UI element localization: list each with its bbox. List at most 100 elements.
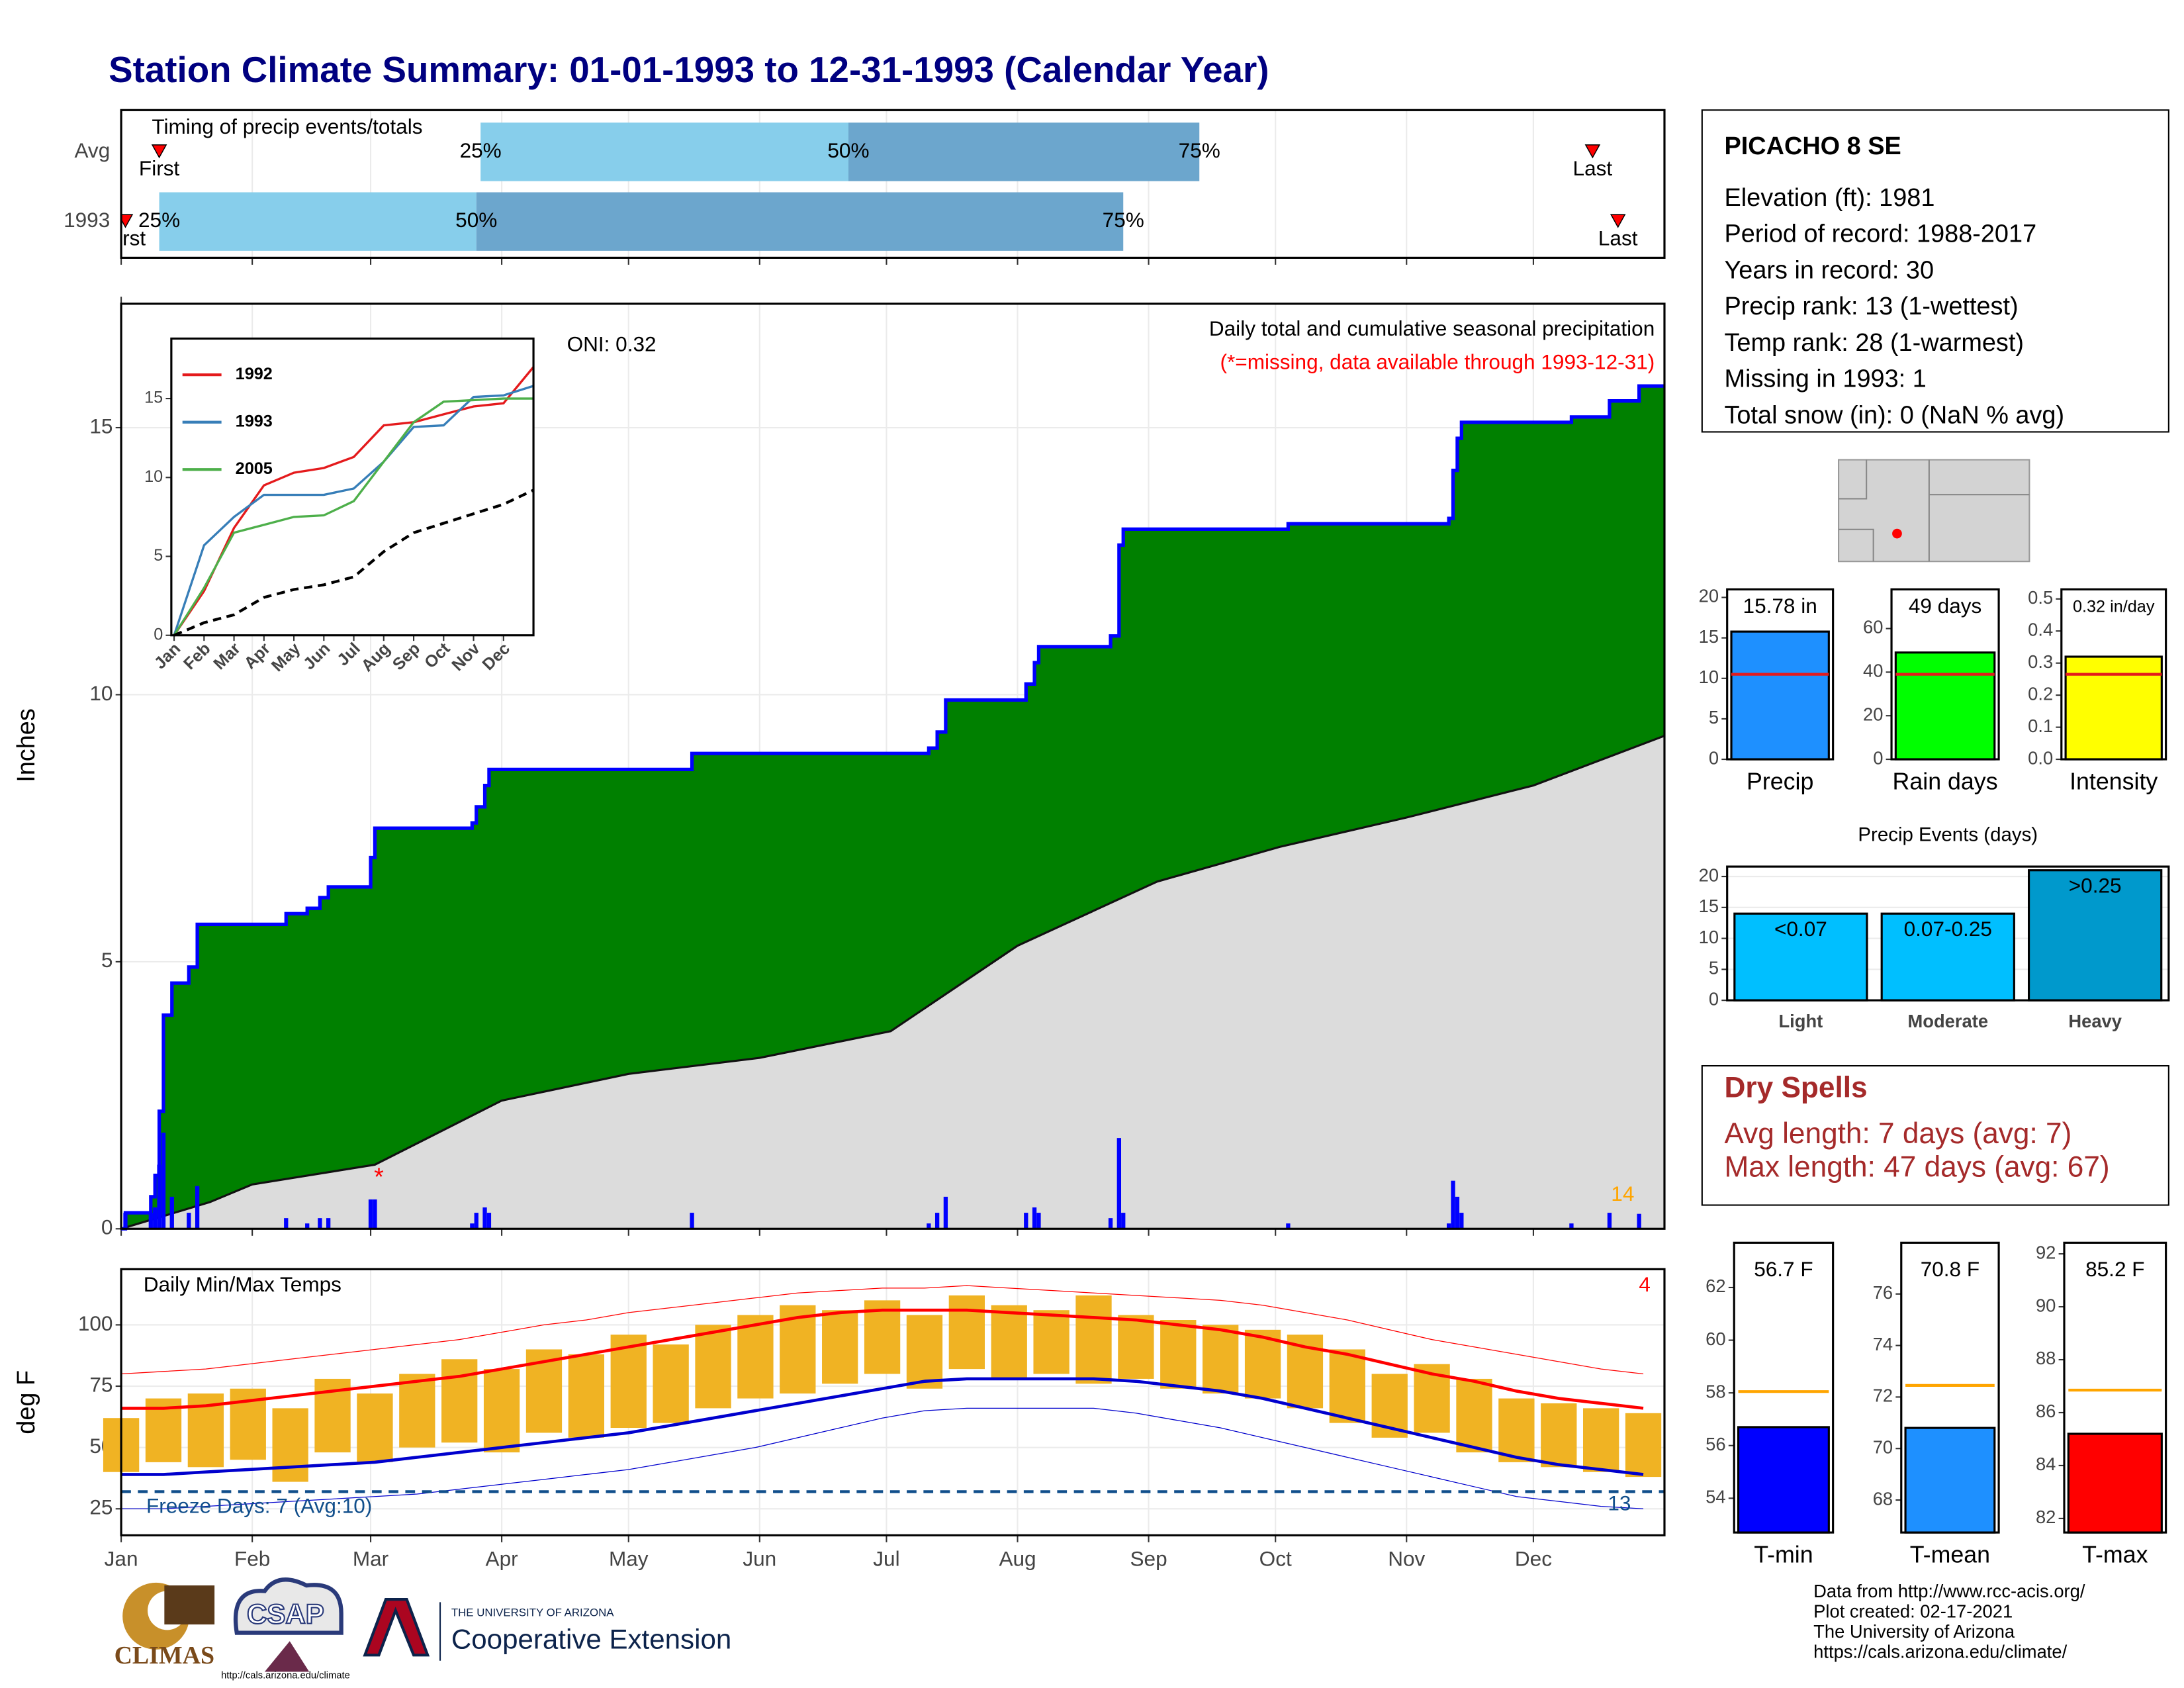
y-tick-label: 40 bbox=[1863, 661, 1883, 681]
daily-bar bbox=[1024, 1213, 1028, 1229]
daily-bar bbox=[161, 1133, 166, 1229]
summary-bar bbox=[2064, 655, 2163, 761]
temp-bar bbox=[1118, 1315, 1154, 1379]
x-tick-label: Jan bbox=[105, 1547, 138, 1571]
x-tick-label: Feb bbox=[234, 1547, 270, 1571]
y-tick-label: 0.3 bbox=[2028, 651, 2053, 672]
temp-bar bbox=[483, 1369, 520, 1453]
category-label: Intensity bbox=[2070, 768, 2158, 794]
y-tick-label: 20 bbox=[1863, 704, 1883, 724]
record-count: 4 bbox=[1639, 1272, 1651, 1296]
marker-label: Last bbox=[1598, 226, 1638, 250]
normal-line bbox=[120, 735, 1665, 1230]
event-bar bbox=[2028, 869, 2163, 1002]
y-tick-label: 5 bbox=[1709, 958, 1719, 978]
x-tick-label: Oct bbox=[1259, 1547, 1292, 1571]
y-axis-label: deg F bbox=[13, 1370, 40, 1434]
station-line: Temp rank: 28 (1-warmest) bbox=[1724, 329, 2024, 357]
page-title: Station Climate Summary: 01-01-1993 to 1… bbox=[109, 49, 1269, 90]
subtitle: Daily total and cumulative seasonal prec… bbox=[1209, 316, 1655, 340]
dry-spell-line: Avg length: 7 days (avg: 7) bbox=[1724, 1117, 2071, 1150]
x-tick-label: Dec bbox=[1515, 1547, 1552, 1571]
logos: CLIMAS CSAP http://cals.arizona.edu/clim… bbox=[114, 1577, 731, 1681]
y-tick-label: 15 bbox=[144, 389, 163, 407]
normal-area bbox=[121, 735, 1664, 1229]
footer-line: https://cals.arizona.edu/climate/ bbox=[1813, 1641, 2067, 1662]
timing-rows: 25% 50% 75% First Last 25% 50% 75% First Last bbox=[121, 122, 1638, 251]
footer-line: Data from http://www.rcc-acis.org/ bbox=[1813, 1581, 2085, 1601]
percentile-label: 75% bbox=[1179, 138, 1220, 162]
y-tick-label: 72 bbox=[1873, 1385, 1893, 1406]
daily-bar bbox=[187, 1213, 191, 1229]
y-tick-label: 100 bbox=[78, 1311, 113, 1335]
daily-bar bbox=[169, 1196, 174, 1229]
y-tick-label: 56 bbox=[1706, 1434, 1725, 1454]
temp-bar bbox=[1498, 1398, 1535, 1462]
chart-title: Precip Events (days) bbox=[1858, 824, 2038, 846]
daily-bar bbox=[486, 1213, 492, 1229]
temp-bar bbox=[272, 1408, 308, 1482]
temp-bar bbox=[1583, 1408, 1619, 1472]
row-label: 1993 bbox=[64, 208, 110, 232]
y-tick-label: 62 bbox=[1706, 1276, 1725, 1296]
missing-mark: * bbox=[374, 1164, 384, 1192]
station-line: Elevation (ft): 1981 bbox=[1724, 184, 1934, 212]
temp-bar bbox=[695, 1325, 731, 1409]
x-tick-label: Apr bbox=[486, 1547, 518, 1571]
timing-marker bbox=[151, 144, 167, 159]
temp-bar bbox=[1541, 1403, 1577, 1468]
daily-bar bbox=[1637, 1213, 1641, 1229]
summary-bar bbox=[1894, 651, 1996, 761]
inset-line bbox=[173, 489, 534, 637]
value-label: 0.07-0.25 bbox=[1904, 917, 1992, 941]
value-label: 85.2 F bbox=[2085, 1257, 2144, 1281]
y-tick-label: 0 bbox=[154, 625, 163, 643]
daily-bar bbox=[1116, 1138, 1121, 1229]
station-line: Precip rank: 13 (1-wettest) bbox=[1724, 293, 2018, 320]
panel-frame bbox=[1900, 1241, 2000, 1534]
y-tick-label: 0 bbox=[1873, 747, 1883, 768]
record-max-line bbox=[121, 1285, 1644, 1375]
daily-bar bbox=[1032, 1207, 1037, 1229]
station-lines: Elevation (ft): 1981 Period of record: 19… bbox=[1724, 184, 2064, 429]
y-axis-label: Inches bbox=[13, 708, 40, 782]
daily-bar bbox=[148, 1213, 153, 1229]
csap-cloud bbox=[233, 1577, 343, 1635]
y-tick-label: 60 bbox=[1706, 1329, 1725, 1349]
climas-text: CLIMAS bbox=[114, 1642, 215, 1669]
station-line: Years in record: 30 bbox=[1724, 256, 1934, 284]
y-tick-label: 0.2 bbox=[2028, 683, 2053, 704]
daily-bar bbox=[470, 1223, 475, 1229]
panel-title: Daily Min/Max Temps bbox=[144, 1272, 341, 1296]
legend-label: 1993 bbox=[236, 412, 273, 430]
temp-bar bbox=[1203, 1325, 1239, 1394]
daily-bar bbox=[1447, 1223, 1451, 1229]
percentile-label: 25% bbox=[460, 138, 502, 162]
summary-bar bbox=[2067, 1432, 2163, 1534]
daily-bar bbox=[305, 1223, 310, 1229]
freeze-count: 13 bbox=[1608, 1491, 1631, 1515]
percentile-label: 50% bbox=[455, 208, 497, 232]
daily-bar bbox=[934, 1213, 940, 1229]
temp-bar bbox=[441, 1359, 478, 1443]
y-tick-label: 10 bbox=[1699, 927, 1719, 947]
temp-bar bbox=[1160, 1320, 1197, 1389]
location-map bbox=[1838, 459, 2030, 563]
daily-bar bbox=[123, 1213, 128, 1229]
map-borders bbox=[1839, 459, 2030, 562]
y-tick-label: 70 bbox=[1873, 1436, 1893, 1457]
temp-bar bbox=[653, 1344, 689, 1423]
marker-label: Last bbox=[1573, 156, 1613, 180]
category-label: Light bbox=[1778, 1011, 1823, 1031]
temp-bar bbox=[1456, 1378, 1492, 1453]
daily-bar bbox=[1036, 1213, 1041, 1229]
normal-max-line bbox=[121, 1308, 1644, 1410]
station-box bbox=[1701, 109, 2169, 433]
y-tick-label: 0.4 bbox=[2028, 619, 2053, 639]
percentile-label: 25% bbox=[138, 208, 180, 232]
y-tick-label: 82 bbox=[2036, 1507, 2056, 1527]
footer-line: The University of Arizona bbox=[1813, 1621, 2015, 1642]
daily-bar bbox=[1607, 1213, 1612, 1229]
y-tick-label: 60 bbox=[1863, 617, 1883, 637]
note: (*=missing, data available through 1993-… bbox=[1220, 350, 1655, 374]
